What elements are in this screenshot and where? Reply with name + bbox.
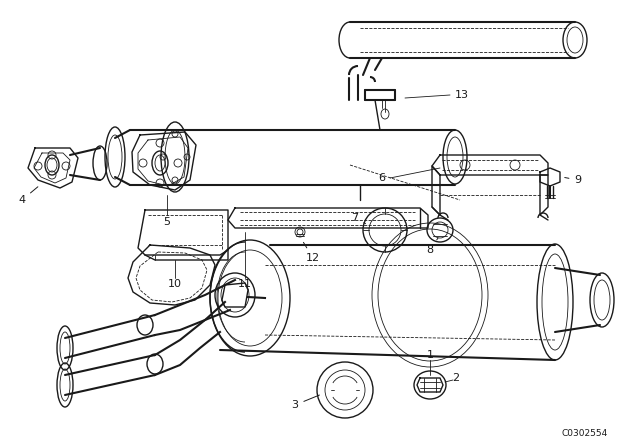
Text: 7: 7 — [351, 213, 365, 224]
Text: C0302554: C0302554 — [562, 429, 608, 438]
Text: 10: 10 — [168, 279, 182, 289]
Text: 12: 12 — [303, 242, 320, 263]
Text: 2: 2 — [452, 373, 460, 383]
Text: 6: 6 — [378, 173, 385, 183]
Text: 5: 5 — [163, 217, 170, 227]
Text: 13: 13 — [455, 90, 469, 100]
Text: 8: 8 — [426, 238, 438, 255]
Text: 11: 11 — [238, 279, 252, 289]
Text: 3: 3 — [291, 395, 319, 410]
Text: 9: 9 — [564, 175, 582, 185]
Text: 4: 4 — [19, 187, 38, 205]
Text: 1: 1 — [426, 350, 433, 360]
